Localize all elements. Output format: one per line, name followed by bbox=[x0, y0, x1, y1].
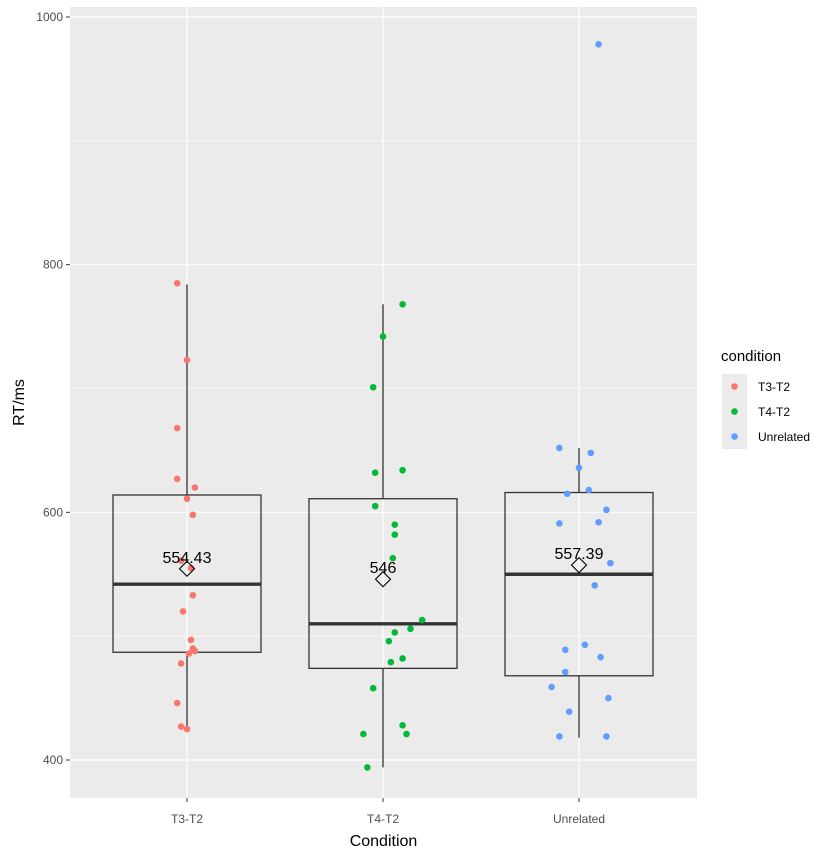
mean-marker bbox=[178, 560, 196, 578]
mean-label: 546 bbox=[370, 560, 397, 577]
legend-swatch bbox=[731, 433, 738, 440]
data-point bbox=[565, 708, 573, 716]
data-point bbox=[183, 725, 191, 733]
points bbox=[173, 40, 614, 771]
data-point bbox=[189, 592, 197, 599]
y-axis-title: RT/ms bbox=[11, 379, 28, 426]
data-point bbox=[385, 637, 393, 645]
mean-label: 554.43 bbox=[163, 550, 212, 567]
data-point bbox=[173, 699, 181, 707]
data-point bbox=[399, 655, 406, 662]
box-iqr bbox=[308, 498, 458, 670]
y-tick-label: 600 bbox=[43, 505, 63, 519]
x-tick-label: Unrelated bbox=[553, 812, 605, 826]
legend-title: condition bbox=[721, 348, 781, 365]
data-point bbox=[379, 333, 387, 340]
data-point bbox=[191, 484, 199, 491]
data-point bbox=[179, 608, 187, 615]
means: 554.43 546 557.39 bbox=[163, 546, 604, 588]
legend-swatch bbox=[731, 408, 738, 415]
box-iqr bbox=[504, 491, 654, 677]
data-point bbox=[191, 647, 199, 655]
x-tick-label: T4-T2 bbox=[367, 812, 399, 826]
y-tick-label: 800 bbox=[43, 258, 63, 272]
data-point bbox=[587, 449, 595, 457]
data-point bbox=[173, 424, 181, 432]
data-point bbox=[585, 486, 593, 494]
data-point bbox=[403, 730, 410, 738]
data-point bbox=[177, 723, 185, 730]
data-point bbox=[595, 40, 602, 48]
data-point bbox=[360, 730, 367, 738]
data-point bbox=[391, 531, 399, 538]
data-point bbox=[387, 658, 395, 666]
data-point bbox=[391, 521, 399, 529]
data-point bbox=[556, 733, 563, 740]
data-point bbox=[407, 625, 414, 633]
data-point bbox=[185, 650, 193, 657]
data-point bbox=[556, 520, 563, 527]
data-point bbox=[399, 300, 406, 308]
mean-marker bbox=[570, 556, 588, 574]
legend-label: T4-T2 bbox=[758, 405, 790, 419]
grid-major bbox=[70, 7, 697, 798]
data-point bbox=[177, 660, 185, 667]
data-point bbox=[591, 582, 598, 589]
data-point bbox=[177, 557, 185, 564]
legend-label: T3-T2 bbox=[758, 380, 790, 394]
y-axis: 400 600 800 1000 bbox=[36, 10, 70, 767]
x-axis-title: Condition bbox=[350, 833, 418, 850]
data-point bbox=[391, 629, 399, 636]
data-point bbox=[173, 475, 181, 483]
data-point bbox=[371, 502, 379, 510]
data-point bbox=[189, 511, 197, 519]
data-point bbox=[173, 279, 181, 287]
data-point bbox=[369, 684, 377, 692]
data-point bbox=[607, 559, 614, 567]
data-point bbox=[575, 464, 583, 472]
data-point bbox=[183, 356, 191, 364]
data-point bbox=[556, 444, 563, 452]
data-point bbox=[369, 383, 377, 391]
data-point bbox=[364, 764, 371, 771]
data-point bbox=[605, 694, 612, 702]
data-point bbox=[389, 554, 397, 562]
legend-label: Unrelated bbox=[758, 430, 810, 444]
mean-marker bbox=[374, 570, 392, 588]
data-point bbox=[399, 466, 406, 474]
data-point bbox=[561, 668, 569, 676]
data-point bbox=[399, 722, 406, 729]
data-point bbox=[561, 646, 569, 654]
data-point bbox=[371, 469, 379, 477]
legend-swatch bbox=[731, 383, 738, 390]
data-point bbox=[418, 616, 426, 624]
data-point bbox=[183, 495, 191, 503]
x-tick-label: T3-T2 bbox=[171, 812, 203, 826]
data-point bbox=[187, 636, 195, 644]
x-axis: T3-T2 T4-T2 Unrelated bbox=[171, 798, 605, 826]
data-point bbox=[603, 733, 610, 740]
data-point bbox=[595, 518, 602, 526]
y-tick-label: 1000 bbox=[36, 10, 63, 24]
data-point bbox=[548, 683, 555, 691]
data-point bbox=[581, 641, 589, 649]
data-point bbox=[603, 506, 610, 514]
y-tick-label: 400 bbox=[43, 753, 63, 767]
mean-label: 557.39 bbox=[555, 546, 604, 563]
data-point bbox=[563, 490, 571, 498]
data-point bbox=[597, 653, 604, 661]
legend: condition T3-T2 T4-T2 Unrelated bbox=[721, 348, 810, 449]
